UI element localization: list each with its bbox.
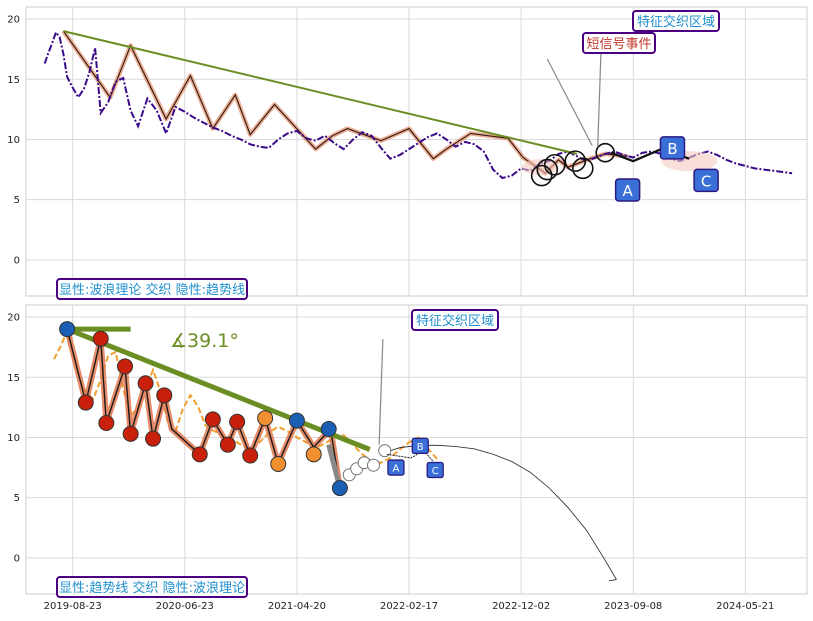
y-tick-label: 10 <box>7 433 20 444</box>
wave-node-marker <box>331 480 348 497</box>
angle-label: ∡39.1° <box>170 330 239 352</box>
wave-node-marker <box>117 358 134 375</box>
wave-node-marker <box>77 394 94 411</box>
wave-node-marker <box>288 412 305 429</box>
wave-node-marker <box>137 375 154 392</box>
annotation-label: 短信号事件 <box>586 37 651 52</box>
legend-box <box>56 576 248 598</box>
wave-node-marker <box>257 410 274 427</box>
panel-bottom: 0 5 10 15 20 2019-08-23 2020-06-23 2021-04-20 20… <box>7 304 808 612</box>
wave-label-C: C <box>432 466 439 477</box>
projection-cap <box>608 579 617 582</box>
y-tick-label: 5 <box>14 493 20 504</box>
trend-line <box>63 30 578 155</box>
annotation-label: 特征交织区域 <box>416 313 494 329</box>
annotation-arrow <box>378 338 384 445</box>
x-tick-label: 2020-06-23 <box>156 601 214 612</box>
wave-node-marker <box>59 321 76 338</box>
annotation-box <box>582 32 656 54</box>
annotation-label: 特征交织区域 <box>637 14 715 30</box>
x-tick-label: 2019-08-23 <box>44 601 102 612</box>
y-tick-label: 0 <box>14 553 20 564</box>
wave-label-box <box>693 168 719 193</box>
y-tick-label: 0 <box>14 255 20 266</box>
signal-event-marker <box>571 157 594 180</box>
wave-label-box <box>659 136 686 160</box>
x-tick-label: 2022-12-02 <box>492 601 550 612</box>
wave-label-box <box>387 459 405 476</box>
wave-node-marker <box>242 447 259 464</box>
wave-label-C: C <box>701 172 711 190</box>
signal-event-marker <box>530 164 553 187</box>
signal-event-marker <box>543 153 566 176</box>
wave-node-marker <box>305 446 322 463</box>
wave-label-A: A <box>393 464 400 475</box>
wave-node-marker <box>229 413 246 430</box>
wave-node-marker <box>156 387 173 404</box>
wave-node-marker <box>92 330 109 347</box>
y-tick-label: 10 <box>7 135 20 146</box>
wave-node-marker <box>270 455 287 472</box>
wave-label-box <box>426 461 444 479</box>
signal-event-marker <box>536 158 559 181</box>
signal-event-marker <box>564 150 587 172</box>
abc-path <box>386 450 436 465</box>
y-tick-label: 15 <box>7 373 20 384</box>
wave-label-box <box>614 178 641 202</box>
wave-node-marker <box>122 425 139 442</box>
wave-label-B: B <box>667 140 677 158</box>
y-tick-label: 5 <box>14 195 20 206</box>
wave-node-marker <box>204 411 221 428</box>
annotation-arrow <box>597 36 603 147</box>
signal-blob <box>521 159 558 176</box>
legend-label: 显性:波浪理论 交织 隐性:趋势线 <box>59 282 245 298</box>
x-tick-label: 2022-02-17 <box>380 601 438 612</box>
y-tick-label: 15 <box>7 75 20 86</box>
x-tick-label: 2024-05-21 <box>716 601 774 612</box>
projection-node-marker <box>378 444 392 458</box>
trend-line <box>66 326 371 452</box>
annotation-box <box>632 10 720 32</box>
wave-node-marker <box>191 446 208 463</box>
projection-node-marker <box>367 458 380 472</box>
signal-event-marker <box>595 142 616 163</box>
legend-box <box>56 278 248 300</box>
legend-label: 显性:趋势线 交织 隐性:波浪理论 <box>59 580 245 596</box>
price-dashdot-line <box>43 30 793 180</box>
wave-node-marker <box>219 436 236 453</box>
wave-label-A: A <box>622 182 633 200</box>
wave-label-B: B <box>417 442 424 453</box>
wave-label-box <box>411 437 429 455</box>
wave-node-marker <box>320 421 337 438</box>
wave-node-marker <box>145 430 162 447</box>
x-tick-label: 2023-09-08 <box>604 601 662 612</box>
annotation-arrow <box>546 58 593 146</box>
wave-node-marker <box>98 415 115 432</box>
annotation-box <box>411 309 499 331</box>
x-tick-label: 2021-04-20 <box>268 601 326 612</box>
y-tick-label: 20 <box>7 313 20 324</box>
wave-line <box>62 30 628 174</box>
y-tick-label: 20 <box>7 15 20 26</box>
